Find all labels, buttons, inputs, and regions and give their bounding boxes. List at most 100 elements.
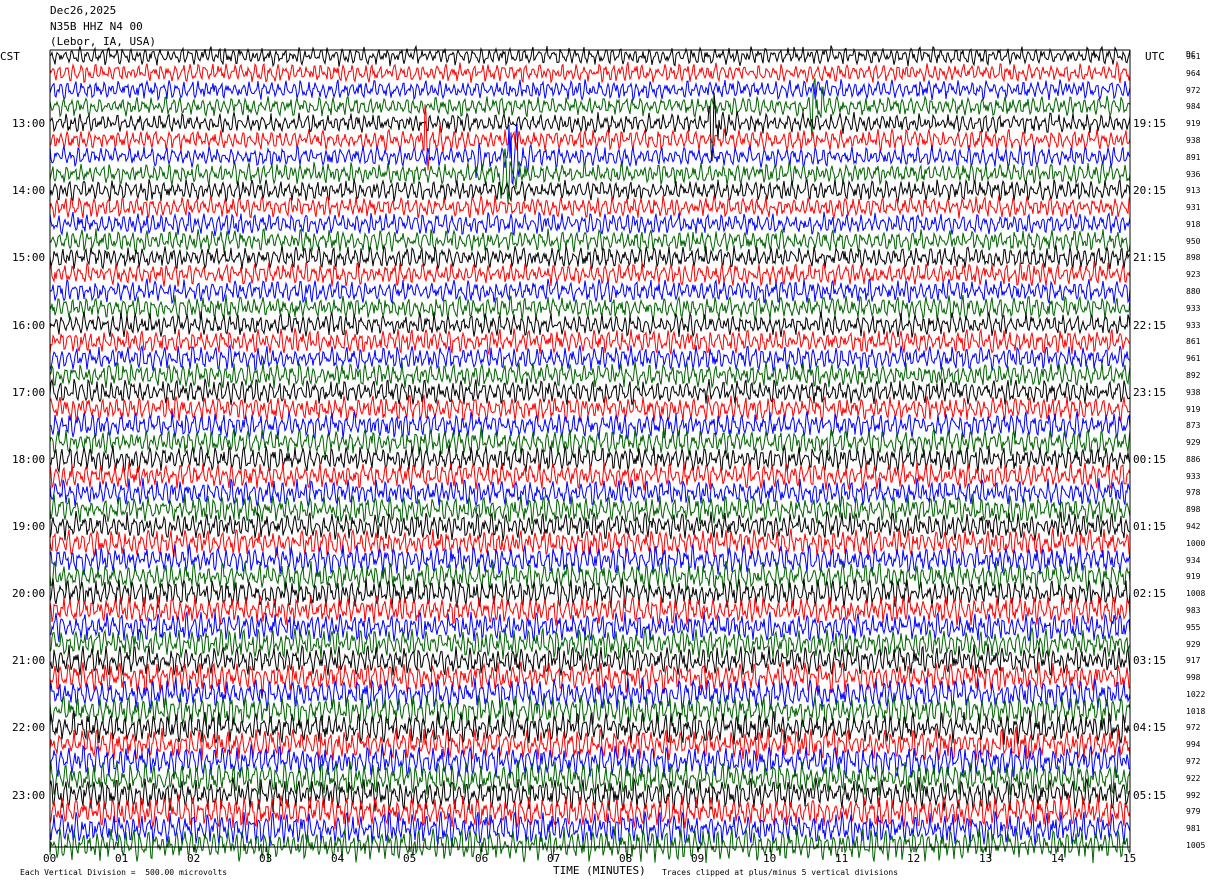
seismic-trace — [49, 260, 1131, 287]
dc-offset-value: 1005 — [1186, 841, 1206, 850]
seismic-trace — [49, 528, 1131, 559]
date-label: Dec26,2025 — [50, 4, 117, 17]
seismic-trace — [49, 343, 1131, 373]
x-tick-label: 12 — [907, 852, 921, 865]
x-tick-label: 09 — [691, 852, 705, 865]
x-tick-label: 14 — [1051, 852, 1065, 865]
dc-offset-value: 919 — [1186, 572, 1201, 582]
cst-hour-label: 15:00 — [12, 251, 46, 265]
seismic-trace — [49, 44, 1131, 68]
seismic-trace — [49, 328, 1131, 356]
utc-hour-label: 00:15 — [1133, 452, 1167, 466]
dc-offset-value: 938 — [1186, 387, 1201, 397]
utc-hour-label: 20:15 — [1133, 184, 1167, 198]
cst-hour-label: 20:00 — [12, 587, 46, 601]
dc-offset-value: 1008 — [1186, 589, 1206, 599]
seismic-trace — [49, 427, 1131, 457]
cst-hour-label: 16:00 — [12, 318, 46, 332]
dc-offset-value: 931 — [1186, 203, 1201, 213]
seismic-trace — [49, 494, 1131, 525]
dc-offset-value: 919 — [1186, 404, 1201, 414]
dc-offset-value: 972 — [1186, 723, 1201, 733]
dc-offset-value: 979 — [1186, 807, 1201, 817]
seismic-trace — [49, 104, 1131, 171]
dc-offset-value: 933 — [1186, 320, 1201, 330]
cst-hour-label: 21:00 — [12, 654, 46, 668]
dc-offset-value: 873 — [1186, 421, 1201, 431]
dc-offset-value: 978 — [1186, 488, 1201, 498]
dc-offset-value: 942 — [1186, 522, 1201, 532]
x-tick-label: 11 — [835, 852, 849, 865]
dc-offset-value: 936 — [1186, 169, 1201, 179]
seismic-trace — [49, 643, 1131, 676]
x-tick-label: 01 — [115, 852, 129, 865]
dc-offset-value: 950 — [1186, 236, 1201, 246]
x-tick-label: 13 — [979, 852, 993, 865]
seismic-trace — [49, 693, 1131, 727]
seismic-trace — [49, 294, 1131, 321]
cst-label: CST — [0, 50, 20, 63]
utc-hour-label: 01:15 — [1133, 520, 1167, 534]
seismic-trace — [49, 461, 1131, 491]
x-tick-label: 02 — [187, 852, 201, 865]
location-label: (Lebor, IA, USA) — [50, 35, 156, 48]
seismic-trace — [49, 60, 1131, 84]
seismic-trace — [49, 776, 1131, 813]
dc-offset-value: 913 — [1186, 186, 1201, 196]
seismic-trace — [49, 177, 1131, 204]
x-tick-label: 07 — [547, 852, 561, 865]
station-label: N35B HHZ N4 00 — [50, 20, 143, 33]
cst-hour-label: 23:00 — [12, 788, 46, 802]
seismic-trace — [49, 278, 1131, 305]
dc-offset-value: 892 — [1186, 370, 1201, 380]
seismic-trace — [49, 544, 1131, 576]
utc-hour-label: 21:15 — [1133, 251, 1167, 265]
seismic-trace — [49, 594, 1131, 626]
dc-offset-value: 922 — [1186, 773, 1201, 783]
dc-offset-value: 898 — [1186, 253, 1201, 263]
seismic-trace — [49, 511, 1131, 541]
dc-offset-value: 961 — [1186, 52, 1201, 61]
dc-offset-value: 964 — [1186, 68, 1201, 78]
dc-offset-value: 933 — [1186, 303, 1201, 313]
seismic-trace — [49, 227, 1131, 253]
cst-hour-label: 14:00 — [12, 184, 46, 198]
seismic-trace — [49, 477, 1131, 508]
dc-offset-value: 983 — [1186, 605, 1201, 615]
seismic-trace — [49, 744, 1131, 779]
utc-hour-label: 22:15 — [1133, 318, 1167, 332]
dc-offset-value: 955 — [1186, 622, 1201, 632]
cst-hour-label: 13:00 — [12, 117, 46, 131]
dc-offset-value: 919 — [1186, 119, 1201, 129]
dc-offset-value: 1018 — [1186, 706, 1206, 716]
seismic-trace — [49, 560, 1131, 593]
seismic-trace — [49, 394, 1131, 422]
dc-offset-value: 923 — [1186, 270, 1201, 280]
dc-offset-value: 861 — [1186, 337, 1201, 347]
cst-hour-label: 18:00 — [12, 452, 46, 466]
dc-offset-value: 981 — [1186, 824, 1201, 834]
x-tick-label: 15 — [1123, 852, 1137, 865]
cst-hour-label: 22:00 — [12, 721, 46, 735]
seismic-trace — [49, 726, 1131, 762]
seismic-trace — [49, 794, 1131, 830]
x-axis-title: TIME (MINUTES) — [553, 864, 646, 877]
seismic-trace — [49, 577, 1131, 610]
seismic-trace — [49, 244, 1131, 270]
x-tick-label: 10 — [763, 852, 777, 865]
seismic-trace — [49, 826, 1131, 864]
dc-offset-value: 994 — [1186, 740, 1201, 750]
seismic-trace — [49, 760, 1131, 796]
seismic-trace — [49, 148, 1131, 204]
seismic-trace — [49, 195, 1131, 220]
dc-offset-value: 938 — [1186, 135, 1201, 145]
trace-group — [49, 44, 1131, 864]
dc-offset-value: 1022 — [1186, 689, 1206, 699]
x-tick-label: 00 — [43, 852, 57, 865]
seismic-trace — [49, 710, 1131, 745]
dc-offset-value: 972 — [1186, 85, 1201, 95]
dc-label: DC — [1186, 50, 1196, 59]
x-tick-label: 05 — [403, 852, 417, 865]
seismic-trace — [49, 78, 1131, 139]
